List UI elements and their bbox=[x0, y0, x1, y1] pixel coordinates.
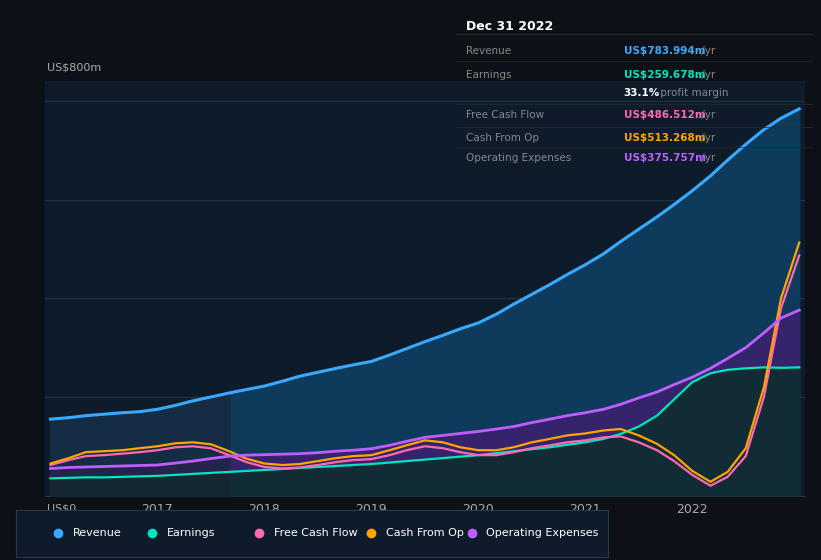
Text: Earnings: Earnings bbox=[167, 529, 216, 538]
Text: Revenue: Revenue bbox=[72, 529, 122, 538]
Text: Cash From Op: Cash From Op bbox=[466, 133, 539, 143]
Text: US$513.268m: US$513.268m bbox=[623, 133, 705, 143]
Text: Earnings: Earnings bbox=[466, 71, 511, 81]
Text: US$486.512m: US$486.512m bbox=[623, 110, 705, 120]
Text: 33.1%: 33.1% bbox=[623, 88, 660, 98]
Text: Operating Expenses: Operating Expenses bbox=[466, 153, 571, 164]
Text: Dec 31 2022: Dec 31 2022 bbox=[466, 20, 553, 32]
Text: Operating Expenses: Operating Expenses bbox=[486, 529, 599, 538]
Text: Cash From Op: Cash From Op bbox=[386, 529, 464, 538]
Text: /yr: /yr bbox=[698, 46, 715, 57]
Text: US$375.757m: US$375.757m bbox=[623, 153, 705, 164]
Text: Revenue: Revenue bbox=[466, 46, 511, 57]
Text: /yr: /yr bbox=[698, 153, 715, 164]
Text: Free Cash Flow: Free Cash Flow bbox=[466, 110, 544, 120]
Text: US$783.994m: US$783.994m bbox=[623, 46, 705, 57]
Text: US$0: US$0 bbox=[47, 504, 76, 514]
Text: profit margin: profit margin bbox=[658, 88, 729, 98]
Text: US$800m: US$800m bbox=[47, 63, 101, 73]
Text: US$259.678m: US$259.678m bbox=[623, 71, 705, 81]
Text: Free Cash Flow: Free Cash Flow bbox=[273, 529, 357, 538]
Text: /yr: /yr bbox=[698, 71, 715, 81]
Text: /yr: /yr bbox=[698, 110, 715, 120]
Text: /yr: /yr bbox=[698, 133, 715, 143]
